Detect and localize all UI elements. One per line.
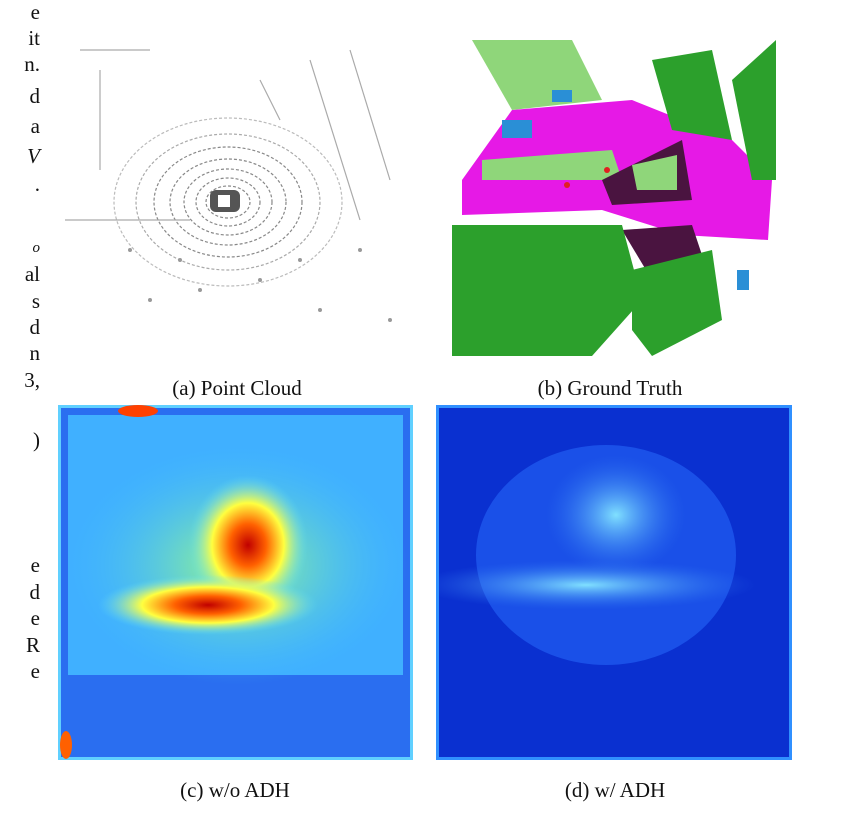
margin-text: al: [24, 262, 40, 286]
margin-text: a: [30, 114, 40, 138]
margin-text: e: [30, 659, 40, 683]
margin-text: e: [30, 553, 40, 577]
point-cloud-image: [65, 49, 392, 322]
margin-text: .: [34, 172, 40, 196]
margin-text: ): [33, 428, 40, 452]
margin-text: o: [32, 240, 41, 256]
margin-text: n.: [24, 52, 40, 76]
margin-text: 3,: [24, 368, 40, 392]
margin-text: n: [29, 341, 41, 365]
margin-text: e: [30, 0, 40, 24]
margin-text: V: [27, 144, 40, 168]
panel-caption: (c) w/o ADH: [180, 778, 290, 802]
ground-truth-image: [452, 40, 776, 356]
margin-text: it: [28, 26, 40, 50]
margin-text: R: [25, 633, 40, 657]
margin-text: e: [30, 606, 40, 630]
panel-caption: (b) Ground Truth: [537, 376, 683, 400]
heatmap-with-adh: [436, 405, 792, 760]
margin-text: d: [29, 84, 41, 108]
margin-text: d: [29, 315, 41, 339]
margin-text: s: [31, 289, 40, 313]
panel-caption: (d) w/ ADH: [564, 778, 666, 802]
panel-caption: (a) Point Cloud: [172, 376, 302, 400]
heatmap-without-adh: [58, 405, 413, 760]
margin-text: d: [29, 580, 41, 604]
